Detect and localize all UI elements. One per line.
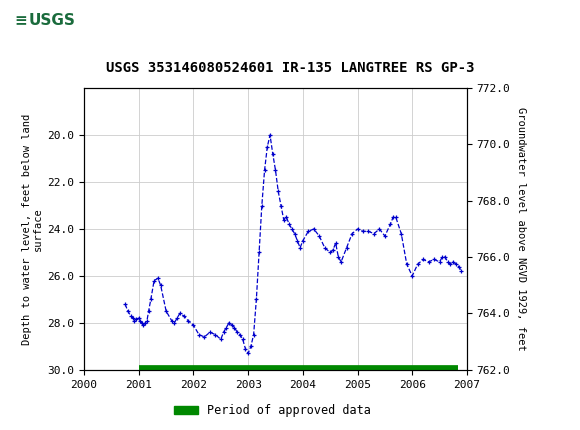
Bar [3, 3, 102, 37]
Text: ≡: ≡ [14, 13, 27, 28]
Text: USGS 353146080524601 IR-135 LANGTREE RS GP-3: USGS 353146080524601 IR-135 LANGTREE RS … [106, 61, 474, 75]
Y-axis label: Depth to water level, feet below land
surface: Depth to water level, feet below land su… [21, 114, 44, 344]
Legend: Period of approved data: Period of approved data [169, 399, 376, 422]
Y-axis label: Groundwater level above NGVD 1929, feet: Groundwater level above NGVD 1929, feet [516, 107, 526, 351]
Text: USGS: USGS [29, 13, 75, 28]
